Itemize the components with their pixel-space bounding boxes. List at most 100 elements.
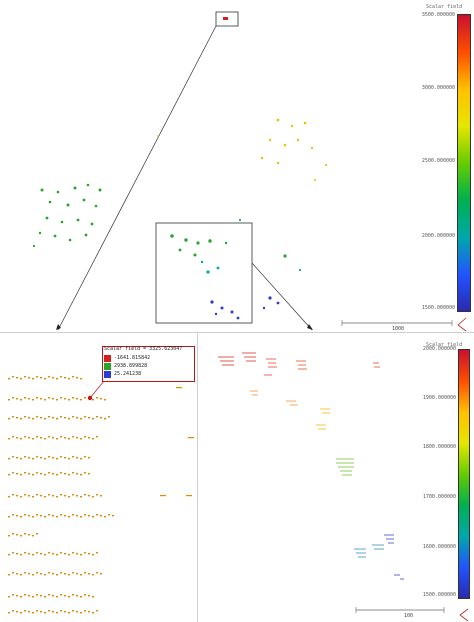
- callout-line-right: [251, 262, 313, 331]
- orange-point: [36, 552, 38, 554]
- orange-point: [32, 554, 34, 556]
- orange-point: [16, 495, 18, 497]
- rgb-row-blue: 25.241238: [104, 371, 176, 378]
- orange-point: [12, 610, 14, 612]
- orange-point: [32, 378, 34, 380]
- orange-point: [44, 458, 46, 460]
- orange-point: [24, 456, 26, 458]
- orange-point: [68, 596, 70, 598]
- orange-point: [8, 418, 10, 420]
- orange-point: [28, 515, 30, 517]
- orange-point: [64, 377, 66, 379]
- orange-point: [40, 573, 42, 575]
- orange-point: [72, 456, 74, 458]
- orange-point: [60, 572, 62, 574]
- orange-point: [96, 552, 98, 554]
- orange-point: [72, 376, 74, 378]
- orange-point: [40, 515, 42, 517]
- orange-point: [40, 611, 42, 613]
- orange-point: [80, 496, 82, 498]
- orange-point: [96, 436, 98, 438]
- orange-point: [72, 494, 74, 496]
- orange-point: [36, 397, 38, 399]
- rgb-row-green: 2938.899828: [104, 363, 176, 370]
- orange-point: [8, 554, 10, 556]
- orange-point: [68, 516, 70, 518]
- orange-point: [60, 594, 62, 596]
- orange-point: [92, 554, 94, 556]
- orange-point: [68, 496, 70, 498]
- orange-point: [72, 594, 74, 596]
- orange-point: [24, 376, 26, 378]
- rgb-value-blue: 25.241238: [114, 371, 142, 377]
- orange-point: [16, 595, 18, 597]
- orange-point: [32, 458, 34, 460]
- orange-point: [32, 438, 34, 440]
- orange-point: [52, 437, 54, 439]
- top-overview-panel[interactable]: Scalar field 3500.000000 3000.000000 250…: [0, 0, 474, 332]
- bottom-colorbar-tick: 1900.000000: [422, 395, 456, 401]
- orange-point: [16, 515, 18, 517]
- orange-point: [32, 418, 34, 420]
- orange-point: [48, 594, 50, 596]
- orange-point: [60, 436, 62, 438]
- orange-point: [56, 574, 58, 576]
- orange-point: [24, 472, 26, 474]
- bottom-colorbar: [458, 349, 470, 599]
- orange-point: [96, 572, 98, 574]
- orange-point: [24, 552, 26, 554]
- orange-point: [36, 416, 38, 418]
- orange-point: [104, 418, 106, 420]
- orange-point: [88, 573, 90, 575]
- orange-point: [48, 514, 50, 516]
- top-colorbar-tick: 2000.000000: [421, 233, 455, 239]
- orange-point: [76, 515, 78, 517]
- orange-point: [52, 473, 54, 475]
- orange-point: [64, 553, 66, 555]
- orange-point: [36, 436, 38, 438]
- orange-point: [56, 612, 58, 614]
- orange-point: [56, 496, 58, 498]
- orange-point: [84, 552, 86, 554]
- orange-point: [20, 438, 22, 440]
- orange-point: [8, 612, 10, 614]
- orange-point: [64, 457, 66, 459]
- orange-point: [12, 552, 14, 554]
- orange-point: [76, 437, 78, 439]
- orange-point: [28, 473, 30, 475]
- orange-point: [16, 611, 18, 613]
- orange-point: [56, 378, 58, 380]
- orange-point: [72, 552, 74, 554]
- orange-point: [12, 494, 14, 496]
- orange-point: [64, 495, 66, 497]
- orange-point: [80, 612, 82, 614]
- orange-point: [80, 438, 82, 440]
- orange-point: [68, 438, 70, 440]
- orange-point: [36, 376, 38, 378]
- orange-point: [48, 376, 50, 378]
- orange-point: [32, 574, 34, 576]
- orange-point: [36, 494, 38, 496]
- orange-point: [104, 516, 106, 518]
- orange-point: [40, 473, 42, 475]
- bottom-colorbar-tick: 1800.000000: [422, 444, 456, 450]
- orange-point: [88, 473, 90, 475]
- orange-point: [84, 494, 86, 496]
- orange-point: [52, 417, 54, 419]
- orange-point: [32, 612, 34, 614]
- orange-point: [52, 595, 54, 597]
- orange-point: [16, 417, 18, 419]
- orange-point: [24, 436, 26, 438]
- red-structure: [218, 356, 234, 366]
- rgb-row-red: -1641.815842: [104, 355, 176, 362]
- orange-point: [12, 436, 14, 438]
- orange-point: [52, 611, 54, 613]
- orange-point: [52, 377, 54, 379]
- orange-structure: [250, 390, 298, 406]
- orange-point: [80, 399, 82, 401]
- bottom-right-zoom-panel[interactable]: Scalar field 2000.000000 1900.000000 180…: [198, 333, 474, 622]
- bottom-left-zoom-panel[interactable]: Scalar field = 3325.623047 -1641.815842 …: [0, 333, 197, 622]
- orange-point: [72, 436, 74, 438]
- picker-leader-line: [89, 380, 105, 399]
- orange-point: [76, 473, 78, 475]
